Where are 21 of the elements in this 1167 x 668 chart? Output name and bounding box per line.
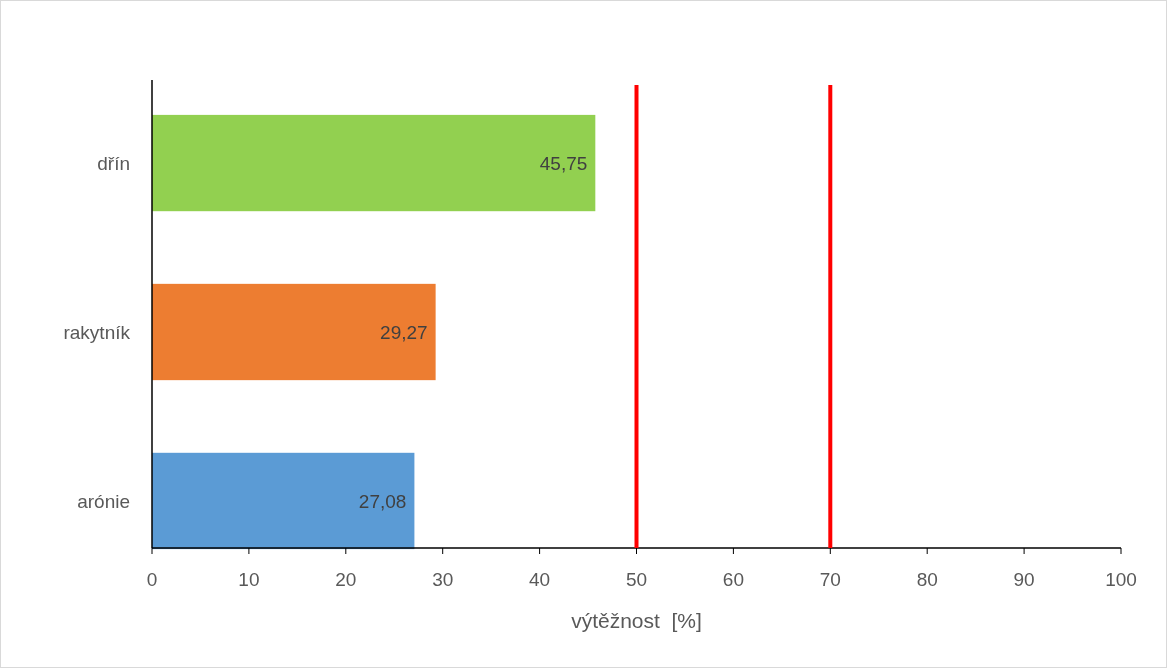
y-tick-label: arónie	[77, 490, 130, 512]
x-tick-label: 30	[432, 569, 454, 590]
x-tick-label: 60	[722, 569, 744, 590]
x-axis-title: výtěžnost [%]	[571, 609, 702, 632]
x-tick-label: 20	[335, 569, 357, 590]
x-tick-label: 0	[146, 569, 158, 590]
data-label: 27,08	[358, 490, 407, 512]
data-label: 29,27	[380, 321, 428, 343]
x-tick-label: 100	[1105, 569, 1137, 590]
x-tick-label: 50	[625, 569, 648, 590]
bar	[152, 452, 415, 550]
bar	[152, 283, 436, 381]
x-tick-label: 90	[1013, 569, 1035, 590]
x-tick-label: 10	[238, 569, 260, 590]
y-tick-label: dřín	[97, 152, 130, 174]
y-tick-label: rakytník	[63, 321, 131, 343]
bar	[152, 114, 596, 212]
data-label: 45,75	[539, 152, 588, 174]
x-tick-label: 70	[819, 569, 841, 590]
x-tick-label: 80	[916, 569, 938, 590]
x-tick-label: 40	[529, 569, 551, 590]
